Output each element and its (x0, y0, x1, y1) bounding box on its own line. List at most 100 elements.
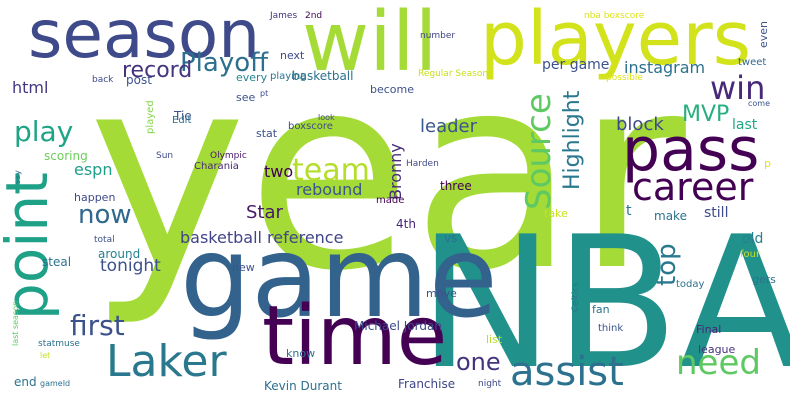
word-michael-jordan: Michael Jordan (354, 319, 442, 333)
word-edit: Edit (172, 115, 192, 126)
word-next: next (280, 49, 305, 62)
word-rebound: rebound (296, 180, 363, 199)
word-tonight: tonight (100, 256, 161, 276)
word-gameid: gameId (40, 379, 71, 388)
word-new: new (232, 261, 255, 274)
word-pass: pass (622, 115, 760, 185)
word-celtics: Celtics (571, 282, 581, 312)
word-possible: possible (606, 73, 643, 83)
word-one: one (456, 348, 501, 376)
word-three: three (440, 179, 472, 193)
word-four: four (740, 249, 761, 260)
word-time: time (262, 289, 448, 384)
word-around: around (98, 247, 141, 261)
word-take: take (544, 207, 568, 220)
word-team: team (292, 153, 370, 188)
word-first: first (70, 309, 125, 342)
word-know: know (286, 347, 316, 360)
word-see: see (236, 91, 256, 104)
word-star: Star (246, 202, 283, 223)
word-season: season (28, 0, 261, 73)
word-p: p (764, 157, 771, 170)
word-happen: happen (74, 191, 116, 204)
word-will: will (302, 0, 438, 90)
word-made: made (376, 195, 405, 206)
word-nba-boxscore: nba boxscore (584, 11, 645, 21)
word-think: think (598, 323, 624, 334)
word-t: t (626, 203, 632, 219)
word-2nd: 2nd (305, 11, 323, 21)
word-charania: Charania (194, 161, 239, 172)
word-record: record (122, 58, 193, 83)
word-career: career (632, 165, 754, 209)
word-playoff: Playoff (180, 48, 269, 78)
word-laker: Laker (106, 336, 227, 387)
word-total: total (94, 235, 115, 245)
word-say: say (13, 170, 22, 184)
word-tie: Tie (174, 109, 192, 123)
word-look: look (318, 113, 335, 122)
word-pt: pt (260, 89, 269, 98)
word-point: point (0, 172, 61, 320)
word-gets: gets (752, 273, 776, 286)
word-move: move (426, 287, 457, 300)
word-playing: playing (270, 71, 307, 82)
word-regular-season: Regular Season (418, 69, 489, 79)
word-block: block (616, 114, 664, 135)
word-espn: espn (74, 160, 113, 179)
word-number: number (420, 31, 456, 41)
word-franchise: Franchise (398, 377, 456, 391)
word-now: now (78, 200, 132, 230)
word-per-game: per game (542, 57, 610, 73)
word-vs: vs (444, 231, 458, 245)
word-year: year (88, 18, 686, 330)
word-boxscore: boxscore (288, 121, 333, 132)
word-two: two (264, 162, 294, 181)
word-kevin-durant: Kevin Durant (264, 379, 342, 393)
word-make: make (654, 209, 687, 223)
word-last: last (732, 117, 758, 133)
word-final: Final (696, 323, 722, 336)
word-come: come (748, 99, 771, 108)
word-harden: Harden (406, 159, 439, 169)
word-mvp: MVP (682, 102, 730, 127)
word-old: old (742, 231, 764, 247)
word-back: back (92, 75, 114, 85)
word-post: post (126, 73, 152, 87)
word-4th: 4th (396, 217, 416, 231)
word-play: play (14, 115, 74, 148)
word-even: even (757, 20, 770, 48)
word-last-season: last season (11, 300, 20, 346)
word-stat: stat (256, 127, 278, 140)
word-olympic: Olympic (210, 151, 247, 161)
word-james: James (270, 11, 298, 21)
word-sun: Sun (156, 151, 174, 161)
word-every: every (236, 71, 268, 84)
word-night: night (478, 379, 502, 389)
word-highlight: Highlight (560, 90, 585, 190)
word-players: players (480, 0, 752, 82)
word-win: win (710, 69, 766, 107)
word-played: played (145, 100, 156, 134)
word-statmuse: statmuse (38, 339, 80, 349)
word-end: end (14, 375, 37, 389)
word-scoring: scoring (44, 149, 88, 163)
word-game: game (180, 213, 498, 343)
word-source: Source (519, 93, 559, 210)
word-assist: assist (510, 349, 624, 395)
word-need: need (676, 343, 761, 383)
word-basketball-reference: basketball reference (180, 228, 344, 247)
word-list: list (486, 333, 503, 346)
word-html: html (12, 78, 49, 97)
word-become: become (370, 83, 415, 96)
word-basketball: basketball (292, 69, 354, 83)
word-steal: steal (42, 255, 72, 269)
word-instagram: instagram (624, 58, 706, 77)
word-let: let (40, 351, 51, 360)
word-league: league (698, 343, 736, 356)
word-today: today (676, 279, 705, 290)
word-leader: leader (420, 116, 478, 137)
word-nba: NBA (418, 197, 790, 405)
word-fan: fan (592, 303, 610, 316)
